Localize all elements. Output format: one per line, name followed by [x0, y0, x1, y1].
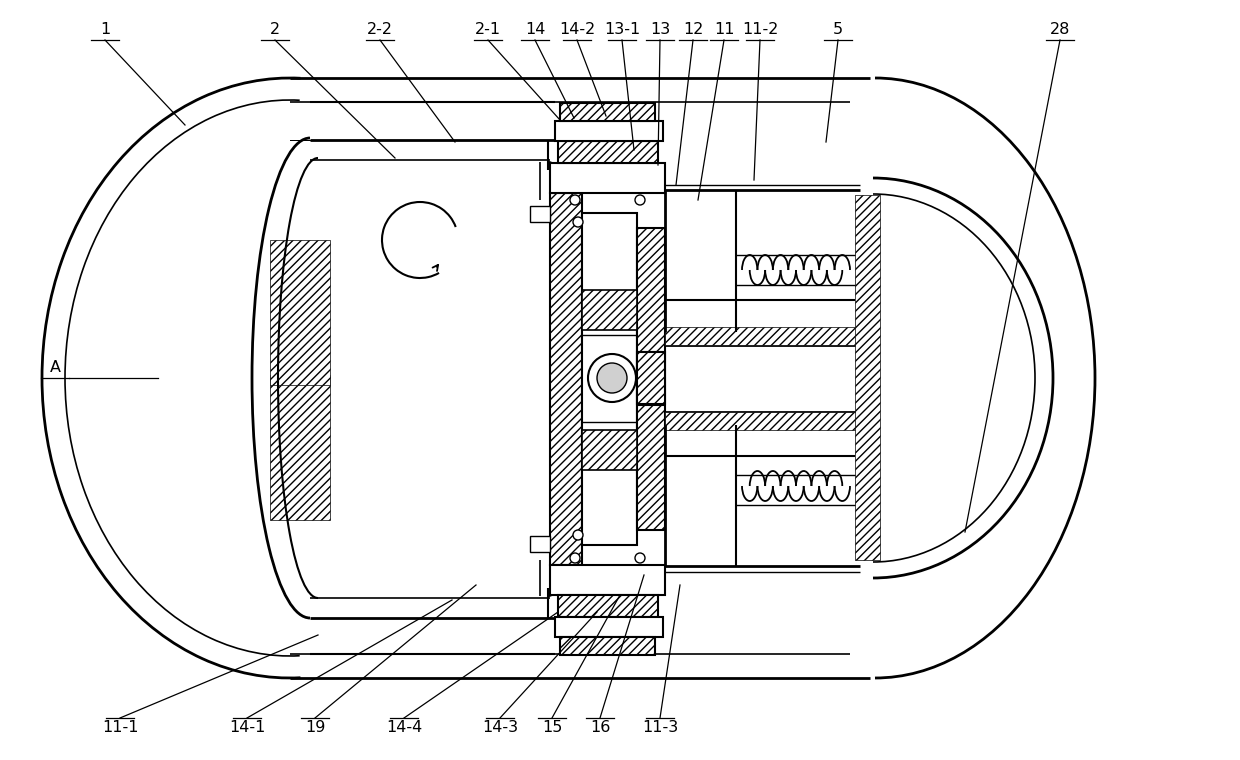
Text: 5: 5 — [833, 23, 843, 37]
Text: 1: 1 — [100, 23, 110, 37]
Circle shape — [635, 195, 645, 205]
Text: 14-2: 14-2 — [559, 23, 595, 37]
Text: 14-1: 14-1 — [229, 720, 265, 736]
Text: A: A — [50, 360, 61, 375]
Text: 19: 19 — [305, 720, 325, 736]
Bar — [558, 141, 658, 163]
Circle shape — [635, 553, 645, 563]
Text: 14-4: 14-4 — [386, 720, 422, 736]
Bar — [582, 430, 637, 470]
Text: 2: 2 — [270, 23, 280, 37]
Text: 11-3: 11-3 — [642, 720, 678, 736]
Text: 12: 12 — [683, 23, 703, 37]
Bar — [551, 565, 665, 595]
Bar — [551, 193, 582, 565]
Bar — [560, 103, 655, 121]
Bar — [270, 240, 330, 385]
Text: 2-1: 2-1 — [475, 23, 501, 37]
Bar — [529, 206, 551, 222]
Bar — [856, 195, 880, 560]
Bar — [551, 163, 665, 193]
Bar — [582, 290, 637, 330]
Bar — [558, 595, 658, 617]
Circle shape — [573, 530, 583, 540]
Bar — [665, 412, 861, 430]
Bar — [637, 352, 665, 404]
Bar — [582, 213, 637, 545]
Bar — [556, 121, 663, 141]
Text: 11-2: 11-2 — [742, 23, 779, 37]
Circle shape — [570, 553, 580, 563]
Text: 11-1: 11-1 — [102, 720, 138, 736]
Bar — [665, 327, 861, 345]
Text: 14-3: 14-3 — [482, 720, 518, 736]
Text: 15: 15 — [542, 720, 562, 736]
Text: 28: 28 — [1050, 23, 1070, 37]
Text: 14: 14 — [525, 23, 546, 37]
Bar — [556, 617, 663, 637]
Bar — [270, 375, 330, 520]
Bar — [560, 637, 655, 655]
Circle shape — [573, 217, 583, 227]
Text: 11: 11 — [714, 23, 734, 37]
Text: 16: 16 — [590, 720, 610, 736]
Circle shape — [588, 354, 636, 402]
Text: 13-1: 13-1 — [604, 23, 640, 37]
Text: 2-2: 2-2 — [367, 23, 393, 37]
Bar — [529, 536, 551, 552]
Circle shape — [570, 195, 580, 205]
Circle shape — [596, 363, 627, 393]
Bar — [637, 228, 665, 530]
Text: 13: 13 — [650, 23, 670, 37]
